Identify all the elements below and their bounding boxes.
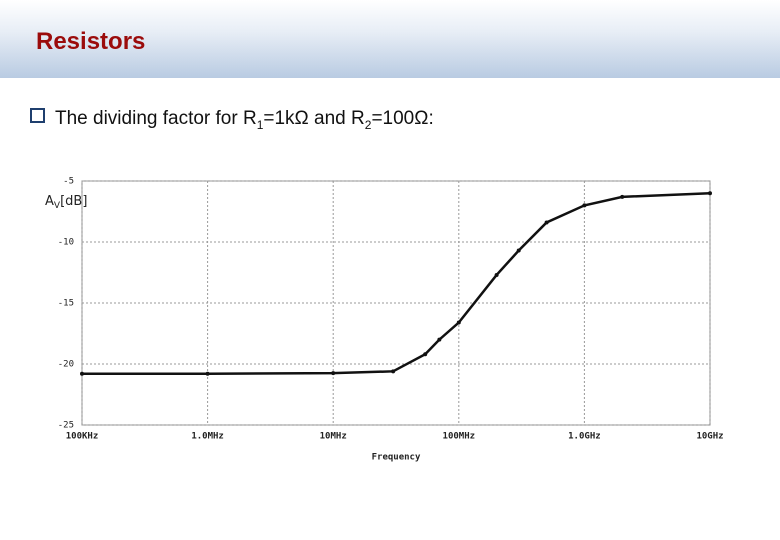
data-point (205, 371, 210, 376)
data-point (494, 272, 499, 277)
data-point (80, 371, 84, 376)
x-tick-label: 100MHz (443, 432, 476, 442)
x-tick-label: 10MHz (320, 432, 347, 442)
x-tick-label: 1.0MHz (191, 432, 224, 442)
data-point (708, 191, 712, 196)
bullet-text: =100Ω: (371, 108, 434, 129)
subscript: 2 (364, 117, 372, 132)
y-tick-label: -20 (58, 360, 74, 370)
x-tick-label: 10GHz (696, 432, 723, 442)
y-label-sub: V (54, 201, 61, 211)
data-point (456, 320, 461, 325)
header-band (0, 0, 780, 78)
bullet-text: The dividing factor for R (55, 108, 257, 129)
data-point (516, 248, 521, 253)
bullet-text: =1kΩ and R (263, 108, 365, 129)
data-point (423, 352, 428, 357)
x-tick-label: 100KHz (66, 432, 99, 442)
x-axis-label: Frequency (372, 453, 421, 463)
y-tick-label: -15 (58, 299, 74, 309)
y-label-part: A (45, 194, 54, 209)
data-point (544, 220, 549, 225)
y-label-part: [dB] (60, 194, 87, 209)
y-axis-label: AV[dB] (45, 194, 87, 211)
y-tick-label: -25 (58, 421, 74, 431)
y-tick-label: -5 (63, 177, 74, 187)
data-point (582, 203, 587, 208)
slide-title: Resistors (36, 28, 146, 55)
data-point (437, 337, 442, 342)
data-point (391, 369, 396, 374)
subscript: 1 (256, 117, 264, 132)
bullet-icon (30, 108, 45, 123)
data-point (620, 194, 625, 199)
x-tick-label: 1.0GHz (568, 432, 601, 442)
data-point (331, 371, 336, 376)
bullet: The dividing factor for R1=1kΩ and R2=10… (30, 108, 434, 132)
y-tick-label: -10 (58, 238, 74, 248)
